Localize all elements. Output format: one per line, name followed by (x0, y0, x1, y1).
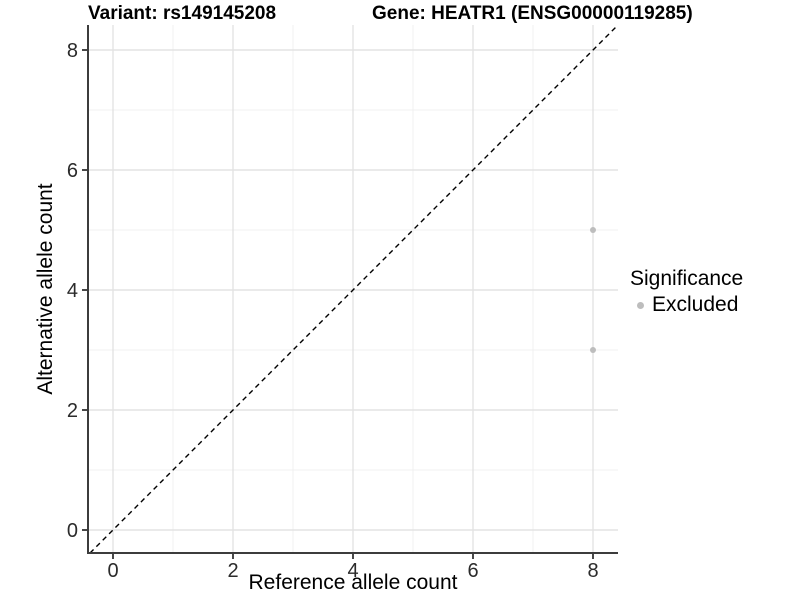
legend: Significance Excluded (630, 267, 744, 317)
y-tick-label: 6 (67, 160, 78, 182)
data-point (590, 347, 596, 353)
y-axis-title: Alternative allele count (34, 183, 57, 395)
legend-item-label: Excluded (652, 293, 739, 317)
legend-title: Significance (630, 267, 744, 290)
y-tick-label: 0 (67, 520, 78, 542)
plot-title-gene: Gene: HEATR1 (ENSG00000119285) (372, 3, 693, 24)
y-tick-label: 2 (67, 400, 78, 422)
plot-title-variant: Variant: rs149145208 (88, 3, 277, 24)
x-tick-label: 8 (587, 560, 598, 582)
data-point (590, 227, 596, 233)
y-tick-label: 4 (67, 280, 78, 302)
x-tick-label: 0 (107, 560, 118, 582)
x-tick-label: 2 (227, 560, 238, 582)
x-tick-label: 6 (467, 560, 478, 582)
x-axis-title: Reference allele count (248, 571, 458, 594)
legend-key-dot-icon (637, 301, 644, 309)
identity-dashed-line (89, 24, 619, 554)
legend-item-excluded: Excluded (630, 293, 743, 317)
y-tick-label: 8 (67, 40, 78, 62)
x-tick-label: 4 (347, 560, 358, 582)
